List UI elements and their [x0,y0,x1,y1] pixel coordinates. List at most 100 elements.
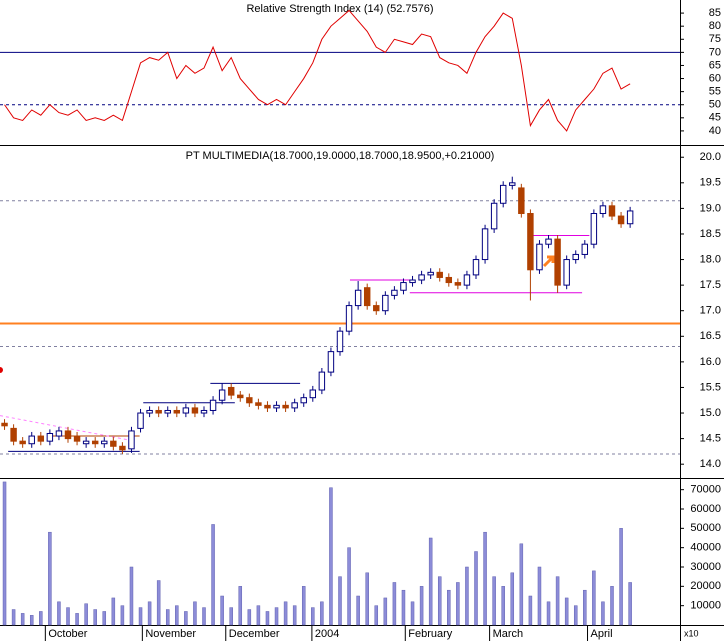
volume-bar [465,566,469,626]
volume-bar [84,603,88,626]
volume-bar [501,586,505,626]
volume-bar [573,605,578,626]
volume-bar [546,601,551,626]
volume-bar [628,582,632,626]
candle-body [28,435,35,445]
y-tick-label: 65 [709,59,721,71]
y-tick-label: 70 [709,46,721,58]
y-tick-label: 19.0 [700,202,721,214]
candle-body [10,427,17,442]
volume-bar [555,576,560,626]
y-tick-label: 30000 [690,561,721,573]
candle-body [499,184,507,204]
volume-bar [75,613,79,626]
candle-body [617,215,625,225]
candle-body [373,305,380,312]
volume-bar [474,551,478,626]
candle-body [91,440,99,445]
volume-bar [265,611,270,626]
y-tick-label: 50000 [690,522,721,534]
candle-body [246,397,253,404]
volume-bar [292,605,297,626]
candle-body [19,440,26,445]
candle-body [309,389,317,399]
volume-bar [274,607,279,626]
volume-bar [193,601,197,626]
y-tick-label: 20.0 [700,151,721,163]
candle-body [46,432,54,442]
volume-bar [365,572,369,626]
arrow-icon [542,255,555,268]
volume-bar [29,615,34,626]
candle-body [73,435,81,442]
chart-title: Relative Strength Index (14) (52.7576) [246,3,433,15]
candle-body [37,435,45,442]
volume-bar [247,609,252,626]
y-tick-label: 55 [709,86,721,98]
volume-bar [165,609,170,626]
candle-body [264,404,271,409]
y-tick-label: 16.5 [700,330,721,342]
volume-bar [66,607,70,626]
candle-body [64,430,72,440]
candle-body [454,282,462,286]
y-tick-label: 18.5 [700,228,721,240]
y-tick-label: 15.5 [700,381,721,393]
candle-body [191,407,199,414]
volume-bar [39,611,43,626]
candle-body [345,305,353,332]
y-tick-label: 45 [709,112,721,124]
marker-dot [0,367,3,373]
volume-bar [592,570,596,626]
candle-body [572,253,579,261]
volume-bar [320,601,324,626]
volume-bar [111,597,116,626]
volume-bar [356,595,360,626]
volume-bar [20,613,25,626]
volume-bar [229,607,233,626]
candle-body [354,289,362,307]
candle-body [409,279,416,284]
candle-body [227,386,235,396]
y-tick-label: 60 [709,72,721,84]
volume-bar [383,597,388,626]
candle-body [82,440,90,445]
candle-body [509,182,516,186]
volume-bar [138,607,143,626]
y-tick-label: 16.0 [700,356,721,368]
candle-body [128,430,135,450]
candle-body [418,274,425,281]
candle-body [608,205,616,217]
candle-body [1,422,8,427]
volume-bar [528,595,533,626]
candle-body [626,210,634,225]
x-tick-label: February [408,628,453,640]
candle-body [55,430,63,437]
candle-body [445,276,453,284]
volume-bar [129,566,134,626]
volume-bar [564,597,569,626]
volume-bar [220,595,224,626]
volume-bar [2,481,7,626]
candle-body [146,409,153,414]
volume-bar [583,589,587,626]
y-tick-label: 40 [709,125,721,137]
candle-body [554,238,561,286]
candle-body [255,402,262,406]
y-tick-label: 17.5 [700,279,721,291]
volume-bar [447,589,451,626]
x-tick-label: November [145,628,196,640]
y-tick-label: 70000 [690,484,721,496]
candle-body [327,351,335,373]
candle-body [110,440,117,447]
candle-body [536,243,543,271]
volume-bar [11,609,16,626]
volume-bar [428,537,433,626]
candle-body [155,409,162,414]
volume-bar [601,601,605,626]
y-tick-label: 75 [709,33,721,45]
x-tick-label: 2004 [315,628,339,640]
candle-body [518,187,525,215]
